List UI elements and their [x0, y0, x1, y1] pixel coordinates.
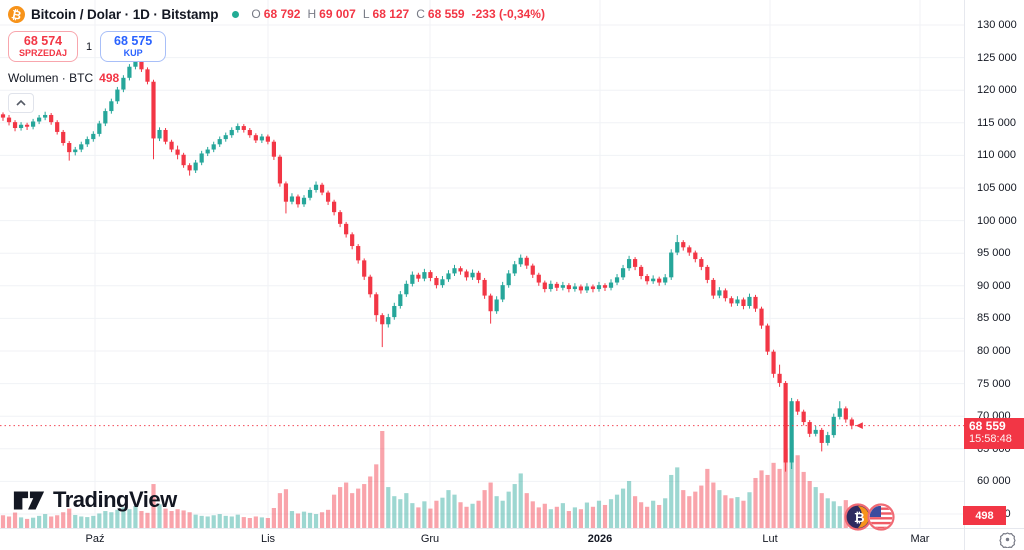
- chevron-up-icon: [16, 100, 26, 106]
- price-tick-label: 120 000: [977, 84, 1017, 97]
- open-label: O: [251, 7, 261, 21]
- buy-button[interactable]: 68 575 KUP: [100, 31, 167, 62]
- open-value: 68 792: [263, 7, 301, 21]
- price-tick-label: 125 000: [977, 51, 1017, 64]
- gear-icon[interactable]: [999, 531, 1016, 548]
- time-tick-label: Gru: [420, 533, 440, 545]
- price-tick-label: 130 000: [977, 19, 1017, 31]
- price-tick-label: 105 000: [977, 182, 1017, 194]
- current-price-flag: 68 559 15:58:48: [964, 418, 1024, 449]
- volume-indicator-value: 498: [99, 71, 120, 85]
- close-label: C: [416, 7, 425, 21]
- volume-indicator-name: Wolumen · BTC: [8, 71, 94, 85]
- sell-price: 68 574: [23, 34, 63, 48]
- ohlc-values: O 68 792 H 69 007 L 68 127 C 68 559 -233…: [251, 7, 545, 21]
- buy-label: KUP: [123, 48, 143, 58]
- time-tick-label: Paź: [85, 533, 105, 545]
- high-label: H: [307, 7, 317, 21]
- base-currency-logo-icon: ₿: [844, 503, 872, 531]
- time-tick-label: Mar: [910, 533, 930, 545]
- price-tick-label: 80 000: [977, 345, 1011, 357]
- high-value: 69 007: [319, 7, 356, 21]
- time-tick-label: Lut: [762, 533, 778, 545]
- symbol-title[interactable]: Bitcoin / Dolar · 1D · Bitstamp: [31, 6, 219, 22]
- low-value: 68 127: [372, 7, 410, 21]
- sell-button[interactable]: 68 574 SPRZEDAJ: [8, 31, 79, 62]
- symbol-title-row[interactable]: ₿ Bitcoin / Dolar · 1D · Bitstamp O 68 7…: [6, 3, 545, 25]
- close-value: 68 559: [427, 7, 465, 21]
- price-tick-label: 60 000: [977, 475, 1011, 488]
- buy-price: 68 575: [114, 34, 153, 48]
- pair-logos: ₿: [844, 502, 896, 532]
- change-value: -233 (-0,34%): [471, 7, 545, 21]
- live-data-dot-icon: [232, 10, 240, 18]
- tradingview-logo-icon: [13, 491, 45, 510]
- price-tick-label: 100 000: [977, 214, 1017, 227]
- volume-flag-value: 498: [975, 509, 994, 522]
- collapse-legend-button[interactable]: [8, 93, 34, 113]
- time-tick-label: 2026: [587, 533, 613, 545]
- spread-value: 1: [86, 40, 93, 53]
- volume-flag: 498: [963, 506, 1006, 525]
- sell-label: SPRZEDAJ: [19, 48, 68, 58]
- time-tick-label: Lis: [260, 533, 276, 545]
- low-label: L: [362, 7, 370, 21]
- price-tick-label: 90 000: [977, 279, 1011, 292]
- price-tick-label: 95 000: [977, 247, 1011, 260]
- quote-currency-us-flag-icon: [867, 503, 895, 531]
- volume-indicator-row[interactable]: Wolumen · BTC 498: [8, 71, 545, 85]
- price-tick-label: 115 000: [977, 116, 1016, 129]
- bitcoin-logo-icon: ₿: [6, 3, 27, 25]
- tradingview-watermark-text: TradingView: [53, 487, 177, 512]
- price-tick-label: 85 000: [977, 312, 1011, 325]
- price-tick-label: 110 000: [977, 149, 1016, 162]
- tradingview-watermark[interactable]: TradingView: [12, 486, 177, 514]
- trade-buttons-row: 68 574 SPRZEDAJ 1 68 575 KUP: [8, 31, 545, 62]
- price-tick-label: 75 000: [977, 377, 1011, 390]
- current-price-value: 68 559: [969, 419, 1006, 433]
- bar-countdown: 15:58:48: [969, 433, 1012, 445]
- chart-legend-overlay: ₿ Bitcoin / Dolar · 1D · Bitstamp O 68 7…: [6, 3, 545, 113]
- svg-text:₿: ₿: [854, 510, 865, 525]
